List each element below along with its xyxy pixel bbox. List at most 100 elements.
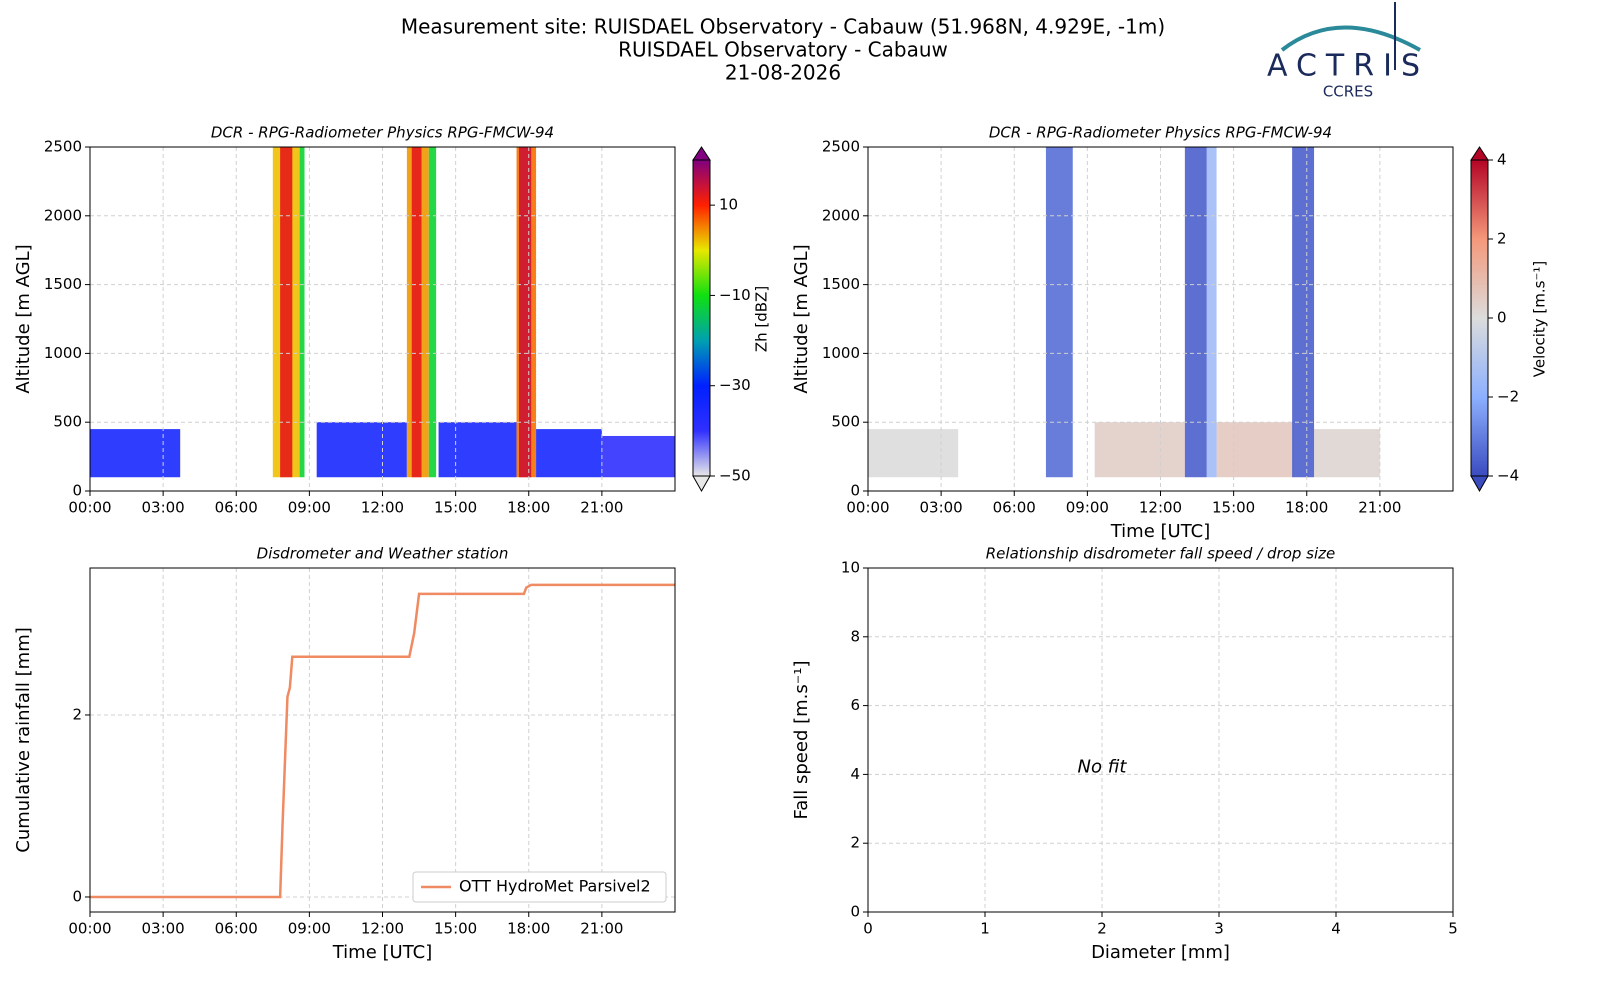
y-tick-label: 1500 [822,275,860,293]
y-tick-label: 1000 [822,344,860,362]
x-tick-label: 09:00 [1066,499,1109,517]
x-tick-label: 09:00 [288,499,331,517]
colorbar [1470,159,1489,477]
heatmap-cell [1184,147,1207,478]
x-tick-label: 06:00 [215,920,258,938]
y-axis-label: Fall speed [m.s⁻¹] [791,661,812,820]
heatmap-cell [1094,422,1185,478]
colorbar-tick-label: −50 [719,467,751,485]
y-axis-label: Altitude [m AGL] [13,244,34,393]
heatmap-cell [316,422,407,478]
y-tick-label: 8 [850,627,860,645]
x-tick-label: 4 [1331,920,1341,938]
logo-subtext: CCRES [1323,83,1373,101]
y-tick-label: 4 [850,765,860,783]
y-tick-label: 2 [72,705,82,723]
heatmap-cell [428,147,437,478]
x-tick-label: 21:00 [580,499,623,517]
y-axis-label: Altitude [m AGL] [791,244,812,393]
x-tick-label: 3 [1214,920,1224,938]
x-tick-label: 12:00 [1139,499,1182,517]
panel-title: Disdrometer and Weather station [257,545,509,563]
colorbar-tick-label: 10 [719,196,738,214]
y-tick-label: 2000 [44,206,82,224]
x-tick-label: 06:00 [993,499,1036,517]
y-tick-label: 2000 [822,206,860,224]
heatmap-cell [90,429,181,478]
x-tick-label: 0 [863,920,873,938]
line-series [90,583,675,899]
x-tick-label: 18:00 [1285,499,1328,517]
y-tick-label: 500 [53,413,82,431]
x-tick-label: 03:00 [920,499,963,517]
heatmap-cell [601,435,675,478]
colorbar-tick-label: 0 [1497,309,1507,327]
colorbar-tick-label: −4 [1497,467,1519,485]
x-tick-label: 2 [1097,920,1107,938]
heatmap-cell [1292,147,1315,478]
colorbar-extend-bottom [692,475,711,493]
panel-title: Relationship disdrometer fall speed / dr… [986,545,1336,563]
x-tick-label: 15:00 [1212,499,1255,517]
colorbar-extend-top [692,146,711,161]
header-line: Measurement site: RUISDAEL Observatory -… [401,15,1165,39]
x-tick-label: 18:00 [507,499,550,517]
x-tick-label: 03:00 [142,920,185,938]
x-tick-label: 15:00 [434,499,477,517]
heatmap-cell [519,147,532,478]
heatmap-cell [1045,147,1073,478]
axes-frame [867,146,1454,492]
colorbar-tick-label: 4 [1497,151,1507,169]
colorbar [692,159,711,477]
y-tick-label: 2500 [822,138,860,156]
panel-title: DCR - RPG-Radiometer Physics RPG-FMCW-94 [211,124,554,142]
y-tick-label: 0 [850,482,860,500]
y-tick-label: 10 [841,559,860,577]
panel-title: DCR - RPG-Radiometer Physics RPG-FMCW-94 [989,124,1332,142]
x-tick-label: 00:00 [846,499,889,517]
y-tick-label: 1500 [44,275,82,293]
logo-text: ACTRIS [1267,49,1429,84]
axes-frame [867,567,1454,913]
y-tick-label: 2 [850,834,860,852]
heatmap-cell [536,429,602,478]
x-tick-label: 00:00 [68,920,111,938]
colorbar-extend-bottom [1470,475,1489,493]
x-tick-label: 00:00 [68,499,111,517]
y-tick-label: 1000 [44,344,82,362]
x-axis-label: Diameter [mm] [1091,942,1230,963]
heatmap-cell [1206,147,1217,478]
heatmap-cell [280,147,293,478]
x-tick-label: 5 [1448,920,1458,938]
y-tick-label: 6 [850,696,860,714]
x-tick-label: 18:00 [507,920,550,938]
y-tick-label: 0 [850,903,860,921]
x-tick-label: 21:00 [580,920,623,938]
heatmap-cell [1216,422,1295,478]
axes-frame [89,146,676,492]
colorbar-label: Zh [dBZ] [753,286,771,352]
x-tick-label: 09:00 [288,920,331,938]
colorbar-label: Velocity [m.s⁻¹] [1531,261,1549,377]
heatmap-cell [411,147,422,478]
x-tick-label: 1 [980,920,990,938]
x-tick-label: 06:00 [215,499,258,517]
annotation: No fit [1078,757,1128,778]
y-tick-label: 500 [831,413,860,431]
colorbar-tick-label: −10 [719,286,751,304]
plot-area [868,568,1453,912]
heatmap-cell [868,429,959,478]
y-tick-label: 0 [72,482,82,500]
x-tick-label: 12:00 [361,499,404,517]
header-line: RUISDAEL Observatory - Cabauw [618,38,948,62]
x-tick-label: 03:00 [142,499,185,517]
heatmap-cell [1314,429,1380,478]
heatmap-cell [299,147,305,478]
colorbar-extend-top [1470,146,1489,161]
x-axis-label: Time [UTC] [332,942,433,963]
x-axis-label: Time [UTC] [1110,521,1211,542]
axes-frame [89,567,676,913]
legend-box [412,871,667,903]
colorbar-tick-label: −2 [1497,388,1519,406]
